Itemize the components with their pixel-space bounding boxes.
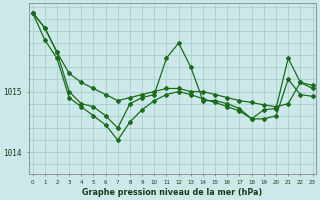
X-axis label: Graphe pression niveau de la mer (hPa): Graphe pression niveau de la mer (hPa): [83, 188, 263, 197]
